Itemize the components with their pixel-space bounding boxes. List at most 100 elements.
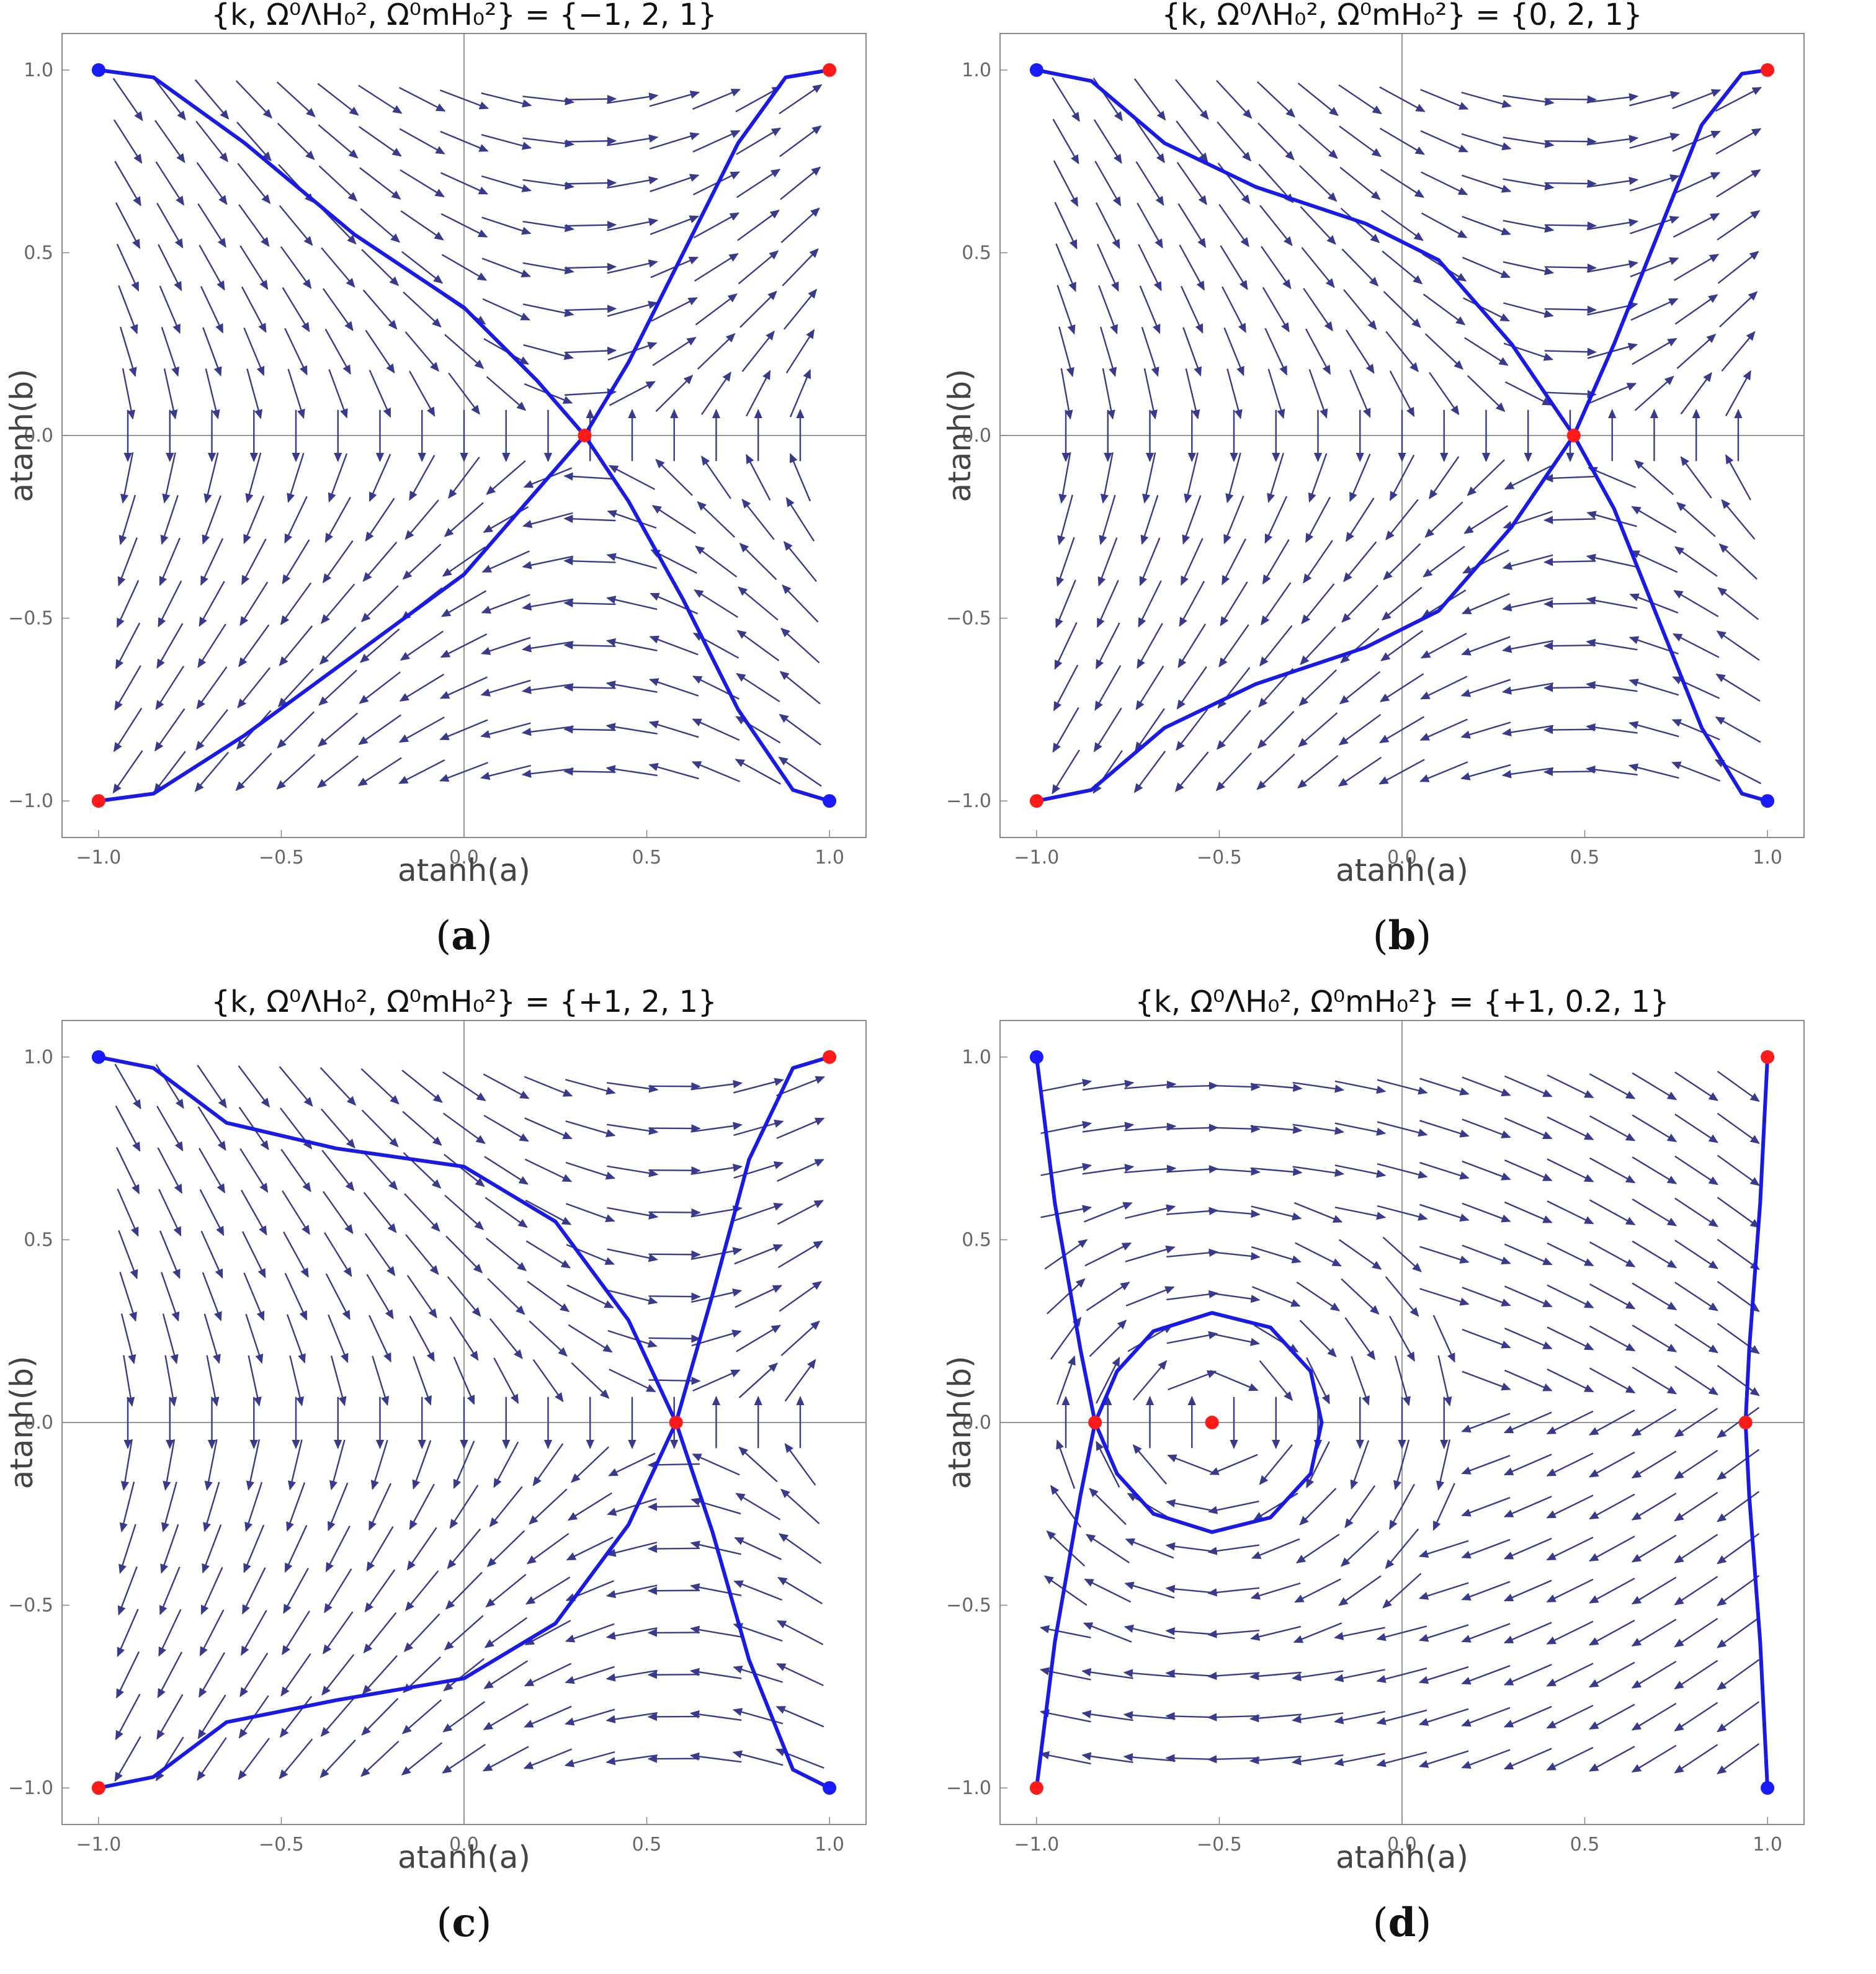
- stream-arrow: [694, 252, 739, 282]
- y-axis-label: atanh(b): [4, 1355, 40, 1489]
- stream-arrow: [1462, 549, 1509, 574]
- stream-arrow: [1423, 545, 1465, 578]
- stream-arrow: [404, 331, 439, 372]
- stream-arrow: [565, 1623, 615, 1643]
- y-tick-label: 1.0: [962, 60, 991, 81]
- stream-arrow: [648, 1292, 701, 1301]
- stream-arrow: [200, 1566, 223, 1615]
- stream-arrow: [690, 1247, 743, 1261]
- stream-arrow: [401, 1070, 443, 1103]
- stream-arrow: [1629, 593, 1679, 614]
- stream-arrow: [1351, 1355, 1370, 1406]
- stream-arrow: [1463, 505, 1508, 534]
- stream-arrow: [780, 627, 820, 664]
- stream-arrow: [1544, 179, 1597, 188]
- stream-arrow: [733, 1623, 783, 1642]
- stream-arrow: [202, 495, 221, 545]
- stream-arrow: [522, 303, 574, 318]
- stream-arrow: [733, 1580, 783, 1601]
- stream-arrow: [1462, 1160, 1511, 1181]
- stream-arrow: [1132, 1444, 1168, 1485]
- stream-arrow: [1379, 716, 1425, 744]
- y-axis-label: atanh(b): [4, 368, 40, 502]
- stream-arrow: [1586, 596, 1638, 609]
- stream-arrow: [328, 1314, 349, 1364]
- stream-arrow: [1303, 540, 1333, 584]
- stream-arrow: [1055, 243, 1076, 292]
- stream-arrow: [1586, 681, 1638, 692]
- stream-arrow: [1589, 1409, 1635, 1436]
- stream-arrow: [1334, 1710, 1385, 1725]
- stream-arrow: [1589, 1451, 1635, 1478]
- x-axis-label: atanh(a): [398, 1839, 530, 1875]
- stream-arrow: [118, 1524, 136, 1574]
- x-tick-label: 0.0: [1387, 847, 1417, 869]
- stream-arrow: [244, 1481, 263, 1532]
- stream-arrow: [1207, 1713, 1260, 1722]
- stream-arrow: [1461, 1455, 1511, 1475]
- stream-arrow: [692, 89, 741, 110]
- stream-arrow: [1177, 203, 1207, 248]
- stream-arrow: [1135, 708, 1165, 752]
- stream-arrow: [690, 1163, 743, 1175]
- stream-arrow: [1251, 1205, 1302, 1221]
- stream-arrow: [690, 1498, 741, 1515]
- stream-arrow: [1419, 761, 1468, 782]
- stream-arrow: [1334, 1080, 1387, 1094]
- stream-arrow: [1095, 622, 1120, 669]
- stream-arrow: [1382, 250, 1423, 285]
- stream-arrow: [361, 1109, 399, 1148]
- stream-arrow: [1631, 1450, 1677, 1479]
- stream-arrow: [1086, 1282, 1130, 1311]
- stream-arrow: [690, 1205, 743, 1218]
- stream-arrow: [775, 1748, 824, 1769]
- stream-arrow: [1586, 553, 1638, 568]
- stream-arrow: [1217, 710, 1251, 750]
- stream-arrow: [1586, 260, 1638, 273]
- stream-arrow: [325, 1525, 351, 1573]
- stream-arrow: [1176, 162, 1207, 205]
- stream-arrow: [280, 1149, 311, 1192]
- y-axis-label: atanh(b): [942, 368, 978, 502]
- stream-arrow: [1589, 1325, 1636, 1352]
- stream-arrow: [1504, 1243, 1553, 1266]
- stream-arrow: [238, 624, 270, 668]
- stream-arrow: [194, 79, 230, 120]
- stream-arrow: [161, 1272, 180, 1322]
- stream-arrow: [1461, 91, 1512, 108]
- stream-plot: −1.0 −1.0 −0.5 −0.5 0.0 0.0 0.5 0.5 1.0 1.0 {k, Ω⁰…: [4, 987, 867, 1946]
- stream-arrow: [1632, 1198, 1677, 1226]
- stream-arrow: [1419, 1204, 1470, 1222]
- stream-arrow: [564, 220, 617, 230]
- stream-arrow: [1138, 244, 1162, 292]
- stream-field: [1039, 1070, 1760, 1775]
- stream-arrow: [655, 458, 693, 496]
- stream-arrow: [1632, 1324, 1677, 1352]
- stream-arrow: [523, 344, 574, 360]
- x-tick-label: 0.5: [1570, 1834, 1600, 1856]
- stream-arrow: [1084, 1202, 1133, 1223]
- stream-arrow: [1177, 623, 1207, 669]
- stream-arrow: [1418, 1624, 1469, 1642]
- critical-point: [1761, 1050, 1775, 1064]
- stream-arrow: [1292, 1712, 1344, 1723]
- stream-arrow: [441, 254, 488, 281]
- stream-arrow: [783, 540, 817, 582]
- stream-arrow: [1546, 1663, 1594, 1687]
- stream-arrow: [607, 218, 659, 231]
- y-tick-label: −1.0: [8, 1777, 53, 1799]
- stream-arrow: [1547, 1116, 1594, 1141]
- stream-arrow: [484, 1617, 528, 1648]
- stream-arrow: [691, 761, 741, 782]
- stream-arrow: [1673, 590, 1719, 617]
- stream-arrow: [1503, 1454, 1552, 1476]
- stream-arrow: [447, 1528, 481, 1570]
- stream-arrow: [1461, 636, 1511, 656]
- stream-arrow: [200, 285, 224, 334]
- stream-arrow: [1308, 368, 1328, 419]
- stream-arrow: [1040, 1205, 1092, 1218]
- stream-arrow: [399, 673, 445, 702]
- stream-arrow: [1588, 383, 1637, 404]
- stream-arrow: [320, 1697, 355, 1737]
- stream-arrow: [1461, 1664, 1511, 1685]
